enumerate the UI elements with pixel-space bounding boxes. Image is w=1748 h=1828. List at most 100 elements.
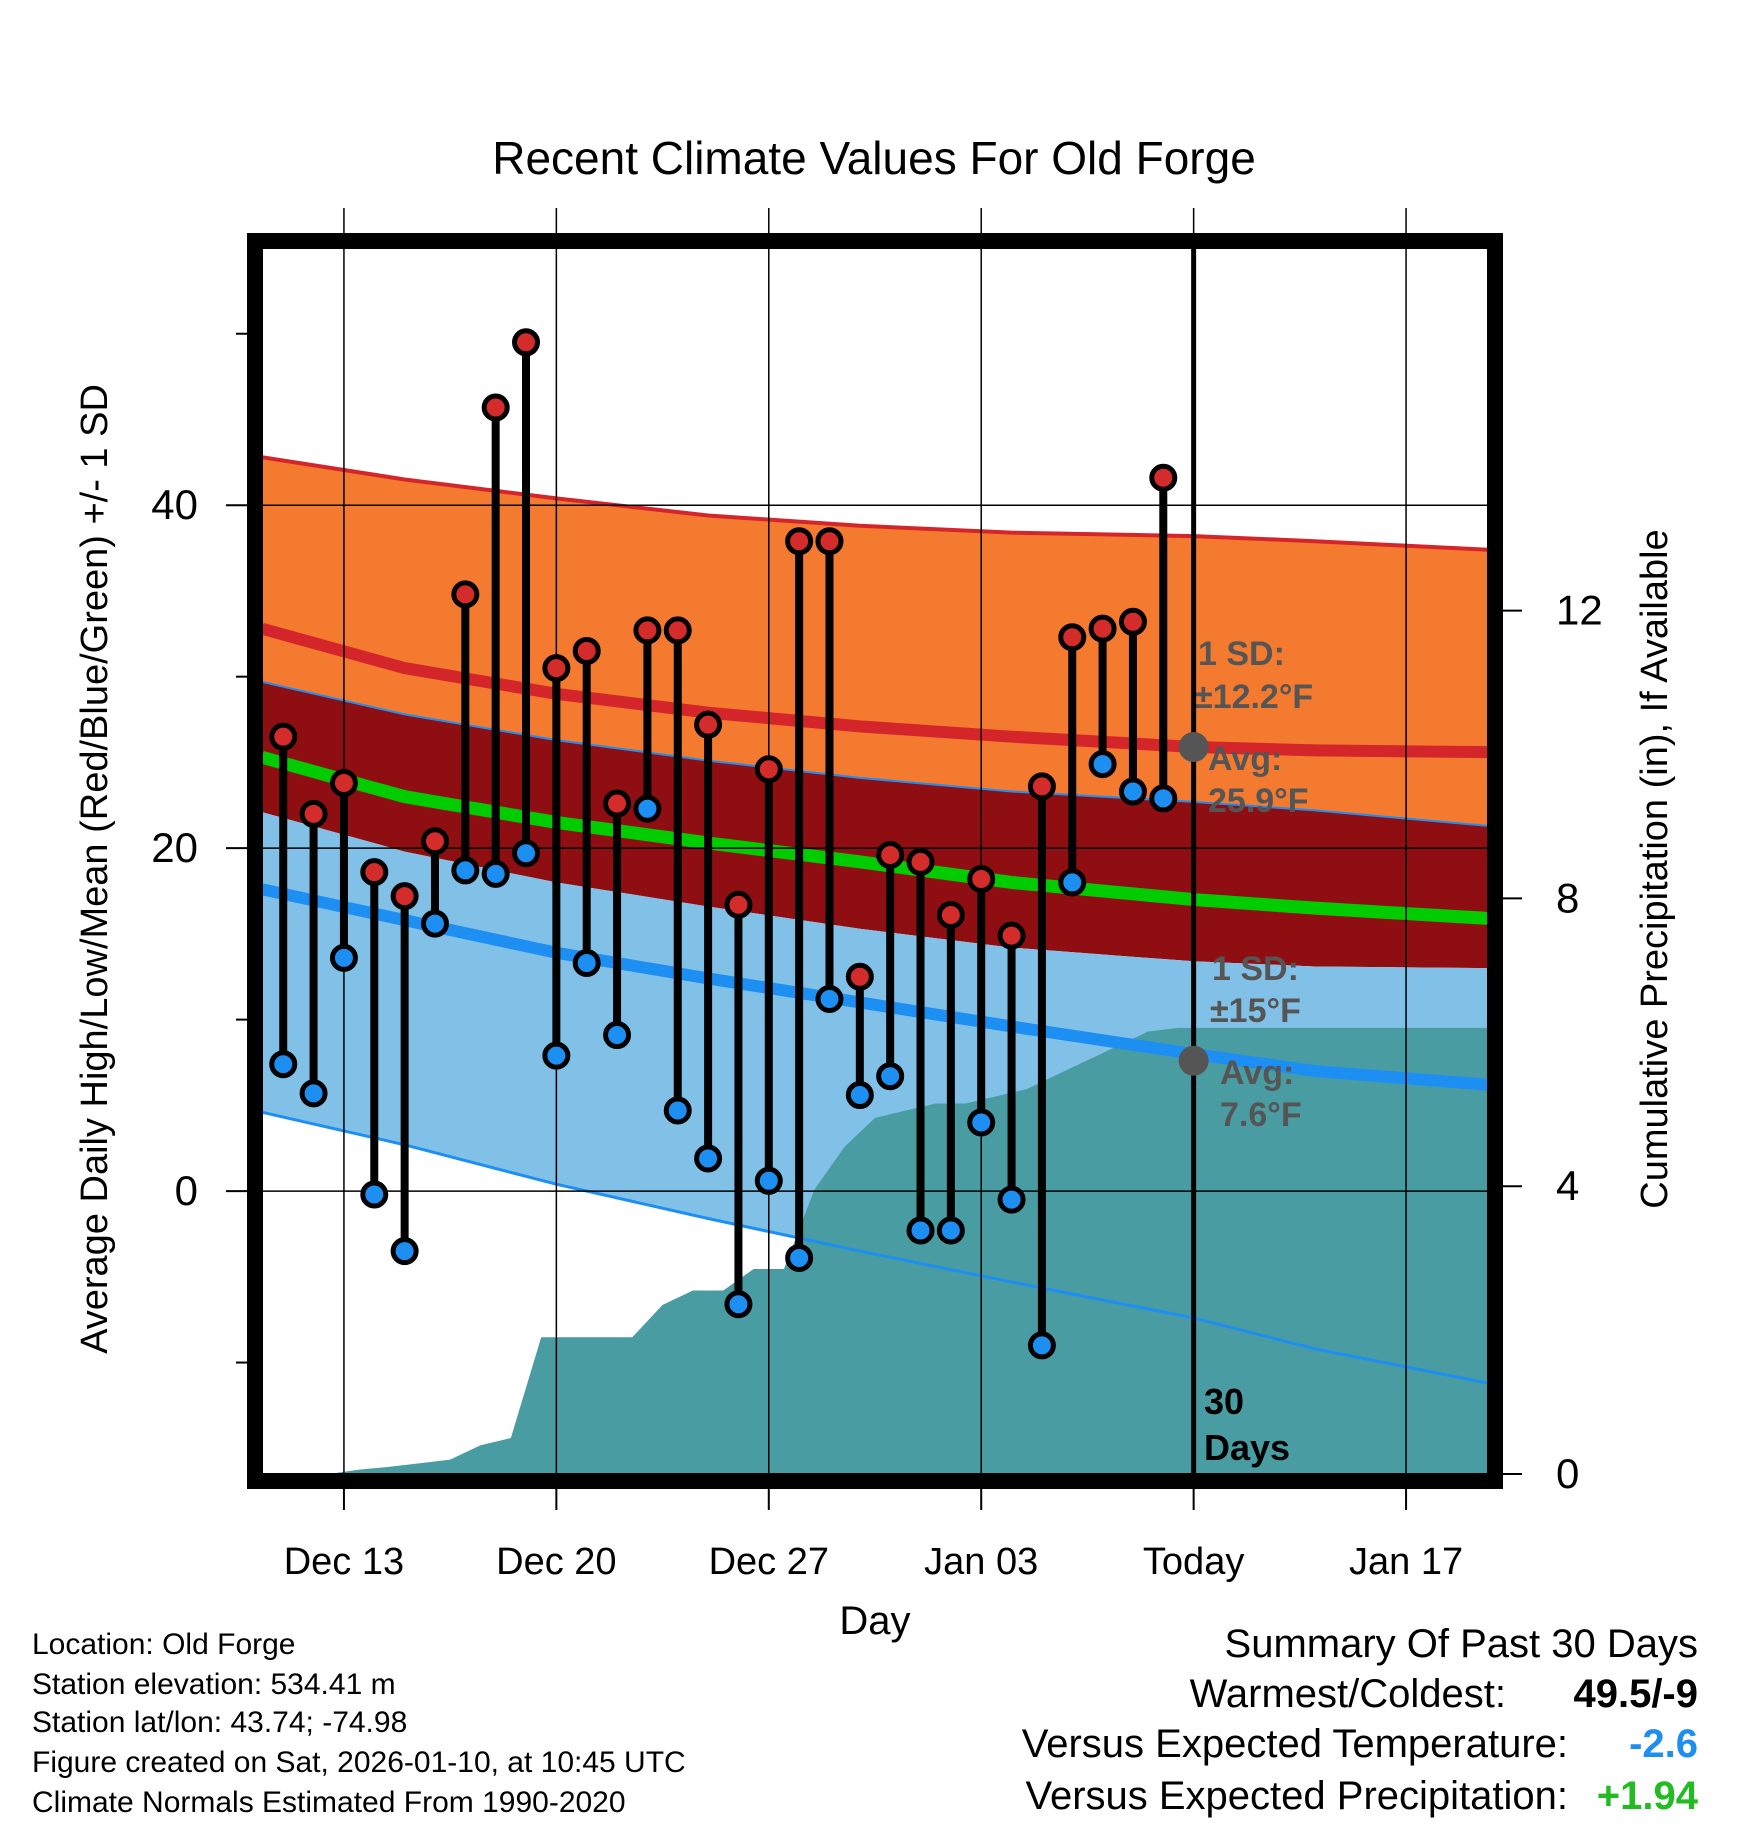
mean-normal-line [262,750,1488,925]
low-dot [360,1180,389,1209]
low-dot [967,1108,996,1137]
high-plus-sd-line [262,455,1488,552]
x-tick-label: Dec 20 [496,1541,616,1583]
summary-temp-label: Versus Expected Temperature: [1021,1722,1568,1766]
footer-elevation: Station elevation: 534.41 m [32,1668,396,1701]
high-sd-label-2: ±12.2°F [1194,678,1313,716]
footer-created: Figure created on Sat, 2026-01-10, at 10… [32,1746,686,1779]
high-dot [815,527,844,556]
high-dot [694,710,723,739]
low-dot [481,859,510,888]
high-dot [724,890,753,919]
low-dot [724,1290,753,1319]
y-tick-label-right: 8 [1556,874,1579,921]
y-tick-label-right: 0 [1556,1450,1579,1497]
plot-area: 1 SD: ±12.2°F Avg: 25.9°F 1 SD: ±15°F Avg: 7.6°… [248,208,1488,1474]
low-avg-marker [1178,1045,1209,1076]
low-avg-value: 7.6°F [1220,1096,1302,1134]
high-avg-value: 25.9°F [1208,782,1309,820]
high-dot [1118,607,1147,636]
high-dot [1027,772,1056,801]
low-dot [451,856,480,885]
high-dot [572,636,601,665]
high-avg-marker [1178,731,1209,762]
low-dot [633,794,662,823]
low-dot [785,1243,814,1272]
low-dot [269,1050,298,1079]
x-tick-label: Jan 17 [1349,1541,1463,1583]
high-dot [845,962,874,991]
summary-temp-value: -2.6 [1629,1722,1698,1766]
low-dot [299,1079,328,1108]
axes: Dec 13 Dec 20 Dec 27 Jan 03 Today Jan 1702040… [151,233,1603,1583]
high-dot [906,847,935,876]
low-dot [603,1021,632,1050]
high-dot [603,789,632,818]
footer-normals: Climate Normals Estimated From 1990-2020 [32,1786,626,1819]
high-dot [785,527,814,556]
high-sd-band [262,457,1488,826]
days-count-label: Days [1204,1427,1290,1468]
footer-latlon: Station lat/lon: 43.74; -74.98 [32,1706,408,1739]
high-dot [542,654,571,683]
high-dot [512,328,541,357]
mean-sd-edge-line [262,680,1488,827]
high-dot [390,882,419,911]
low-dot [694,1144,723,1173]
summary-warmest-value: 49.5/-9 [1573,1672,1698,1716]
high-dot [329,768,358,797]
low-avg-label: Avg: [1220,1054,1294,1092]
footer-location: Location: Old Forge [32,1628,296,1661]
high-sd-label-1: 1 SD: [1198,635,1285,673]
high-dot [360,858,389,887]
low-dot [997,1185,1026,1214]
y-axis-label-left: Average Daily High/Low/Mean (Red/Blue/Gr… [74,384,116,1354]
low-minus-sd-line [262,1110,1488,1385]
y-tick-label-left: 40 [151,481,198,528]
high-dot [1088,614,1117,643]
summary-warmest-label: Warmest/Coldest: [1189,1672,1506,1716]
y-tick-label-right: 4 [1556,1162,1579,1209]
high-dot [936,901,965,930]
low-dot [572,949,601,978]
summary-precip-label: Versus Expected Precipitation: [1025,1774,1568,1818]
x-tick-label: Today [1143,1541,1244,1583]
low-dot [876,1062,905,1091]
low-dot [1027,1331,1056,1360]
summary-precip-value: +1.94 [1596,1774,1698,1818]
y-tick-label-left: 0 [175,1167,198,1214]
high-dot [1149,463,1178,492]
chart-title: Recent Climate Values For Old Forge [492,132,1256,184]
high-dot [754,755,783,784]
low-dot [1058,868,1087,897]
high-dot [633,616,662,645]
high-normal-line [262,622,1488,759]
high-dot [876,840,905,869]
days-count-label: 30 [1204,1381,1244,1422]
low-dot [936,1216,965,1245]
low-dot [512,839,541,868]
y-tick-label-left: 20 [151,824,198,871]
low-sd-label-2: ±15°F [1210,992,1301,1030]
low-dot [1149,784,1178,813]
low-dot [815,985,844,1014]
high-dot [967,865,996,894]
precipitation-area [262,1027,1488,1474]
summary-title: Summary Of Past 30 Days [1224,1622,1698,1666]
high-dot [420,827,449,856]
high-dot [481,393,510,422]
low-dot [390,1237,419,1266]
x-tick-label: Dec 27 [709,1541,829,1583]
high-dot [997,921,1026,950]
low-dot [420,909,449,938]
high-dot [663,616,692,645]
high-avg-label: Avg: [1208,740,1282,778]
x-tick-label: Dec 13 [284,1541,404,1583]
y-tick-label-right: 12 [1556,587,1603,634]
low-dot [906,1216,935,1245]
low-dot [663,1096,692,1125]
x-tick-label: Jan 03 [924,1541,1038,1583]
low-dot [542,1041,571,1070]
high-dot [451,580,480,609]
